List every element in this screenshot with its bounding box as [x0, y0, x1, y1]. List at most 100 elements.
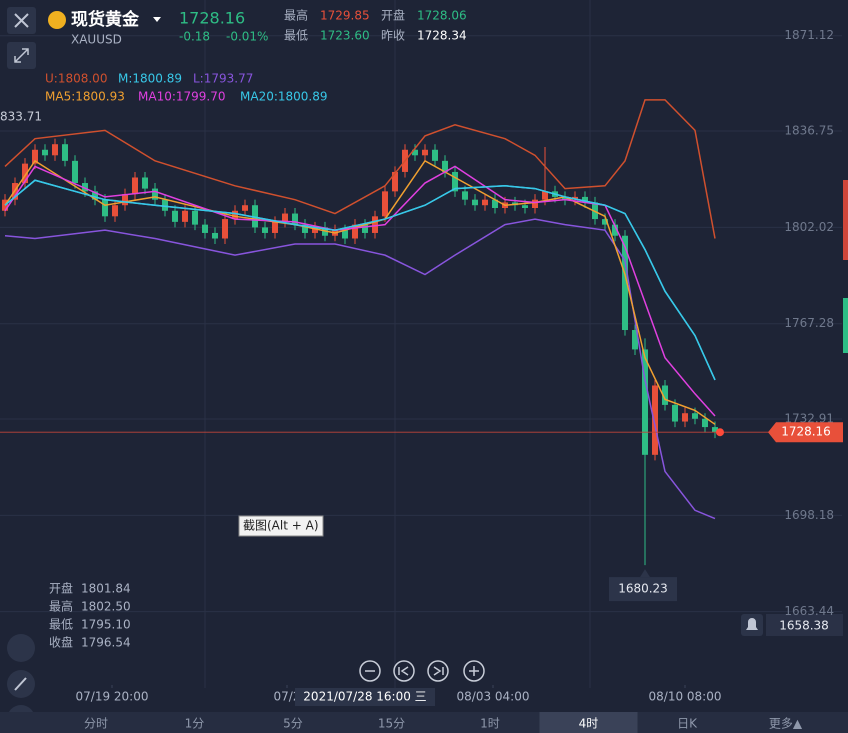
y-tick-label: 1871.12: [784, 28, 834, 42]
tab[interactable]: 1时: [480, 717, 500, 731]
side-tab-green[interactable]: [843, 298, 848, 353]
pen-icon: [14, 677, 27, 691]
candle-body: [582, 196, 588, 203]
ohlc-value: 1796.54: [81, 636, 131, 650]
candle-body: [702, 418, 708, 428]
indicator-line: [4, 165, 716, 417]
candle-body: [652, 385, 658, 455]
candle-body: [542, 191, 548, 200]
ohlc-label: 最高: [49, 599, 73, 614]
candle-body: [262, 227, 268, 233]
legend-entry: U:1808.00: [45, 72, 107, 86]
tab[interactable]: 更多▲: [769, 717, 803, 731]
y-tick-label: 1663.44: [784, 604, 834, 618]
legend-entry: MA10:1799.70: [138, 90, 226, 104]
nav-icons: [365, 666, 479, 676]
symbol: XAUUSD: [71, 33, 122, 47]
candle-body: [642, 349, 648, 455]
tab[interactable]: 4时: [579, 717, 599, 731]
crosshair-label: 2021/07/28 16:00 三: [303, 690, 426, 704]
alert-price: 1658.38: [779, 619, 829, 633]
tab[interactable]: 15分: [378, 717, 405, 731]
candle-body: [132, 177, 138, 195]
indicator-button[interactable]: [7, 634, 35, 662]
tab[interactable]: 1分: [185, 717, 205, 731]
gold-icon: [48, 11, 66, 29]
candle-body: [92, 191, 98, 200]
candle-body: [162, 199, 168, 211]
candle-body: [222, 219, 228, 239]
candle-body: [342, 230, 348, 239]
indicator-line: [4, 159, 716, 425]
y-tick-label: 1836.75: [784, 124, 834, 138]
tab[interactable]: 分时: [84, 717, 108, 731]
candle-body: [432, 149, 438, 161]
candle-body: [612, 224, 618, 236]
candle-body: [122, 194, 128, 206]
candle-body: [52, 144, 58, 156]
y-tick-label: 1767.28: [784, 316, 834, 330]
x-tick-label: 08/03 04:00: [457, 690, 530, 704]
tooltip: 截图(Alt + A): [243, 519, 319, 533]
grid: [0, 0, 842, 688]
candle-body: [522, 205, 528, 208]
low-pointer: [640, 569, 650, 578]
side-tab-red[interactable]: [843, 180, 848, 260]
ohlc-value: 1802.50: [81, 600, 131, 614]
dropdown[interactable]: [153, 17, 161, 22]
candle-body: [82, 183, 88, 192]
candle-body: [72, 160, 78, 184]
indicator-line: [4, 179, 716, 381]
first[interactable]: [393, 660, 415, 682]
change: -0.18: [179, 30, 210, 44]
y-tick-label: 1802.02: [784, 220, 834, 234]
candle-body: [172, 210, 178, 222]
stat-value: 1729.85: [320, 9, 370, 23]
x-tick-label: 08/10 08:00: [649, 690, 722, 704]
legend-entry: L:1793.77: [193, 72, 253, 86]
tab-selected: [539, 712, 638, 733]
candle-body: [622, 235, 628, 331]
tabs: 分时 1分 5分 15分 1时 4时 日K 更多▲: [84, 712, 803, 733]
price-dot: [716, 428, 724, 437]
candle-body: [462, 191, 468, 200]
stat-label: 最低: [284, 29, 308, 43]
zoom-in[interactable]: [463, 660, 485, 682]
candle-body: [442, 160, 448, 172]
candle-body: [112, 205, 118, 217]
low-label: 1680.23: [618, 582, 668, 596]
ohlc-label: 开盘: [49, 581, 73, 596]
ohlc-label: 收盘: [49, 635, 73, 650]
candle-body: [632, 330, 638, 350]
candle-body: [352, 224, 358, 239]
stat-label: 最高: [284, 8, 308, 23]
zoom-out[interactable]: [359, 660, 381, 682]
candle-body: [602, 219, 608, 225]
price: 1728.16: [179, 9, 245, 28]
candle-body: [692, 413, 698, 419]
nav-buttons: [359, 660, 485, 682]
y-tick-label: 1732.91: [784, 412, 834, 426]
candle-body: [412, 149, 418, 156]
price-tag: [768, 422, 843, 443]
candle-body: [492, 199, 498, 208]
price-tag-label: 1728.16: [781, 425, 831, 439]
tab[interactable]: 5分: [283, 717, 303, 731]
candle-body: [272, 221, 278, 233]
tab[interactable]: 日K: [677, 717, 698, 731]
stat-label: 昨收: [381, 29, 405, 43]
candle-body: [382, 191, 388, 217]
ohlc-value: 1795.10: [81, 618, 131, 632]
close-icon: [14, 13, 29, 28]
x-tick-label: 07/2: [274, 690, 301, 704]
candle-body: [182, 210, 188, 222]
last[interactable]: [427, 660, 449, 682]
candle-body: [472, 199, 478, 206]
low-box: [609, 577, 677, 602]
candle-body: [292, 213, 298, 225]
candle-body: [372, 216, 378, 233]
ohlc-value: 1801.84: [81, 582, 131, 596]
stat-value: 1728.34: [417, 29, 467, 43]
candle-body: [672, 404, 678, 422]
